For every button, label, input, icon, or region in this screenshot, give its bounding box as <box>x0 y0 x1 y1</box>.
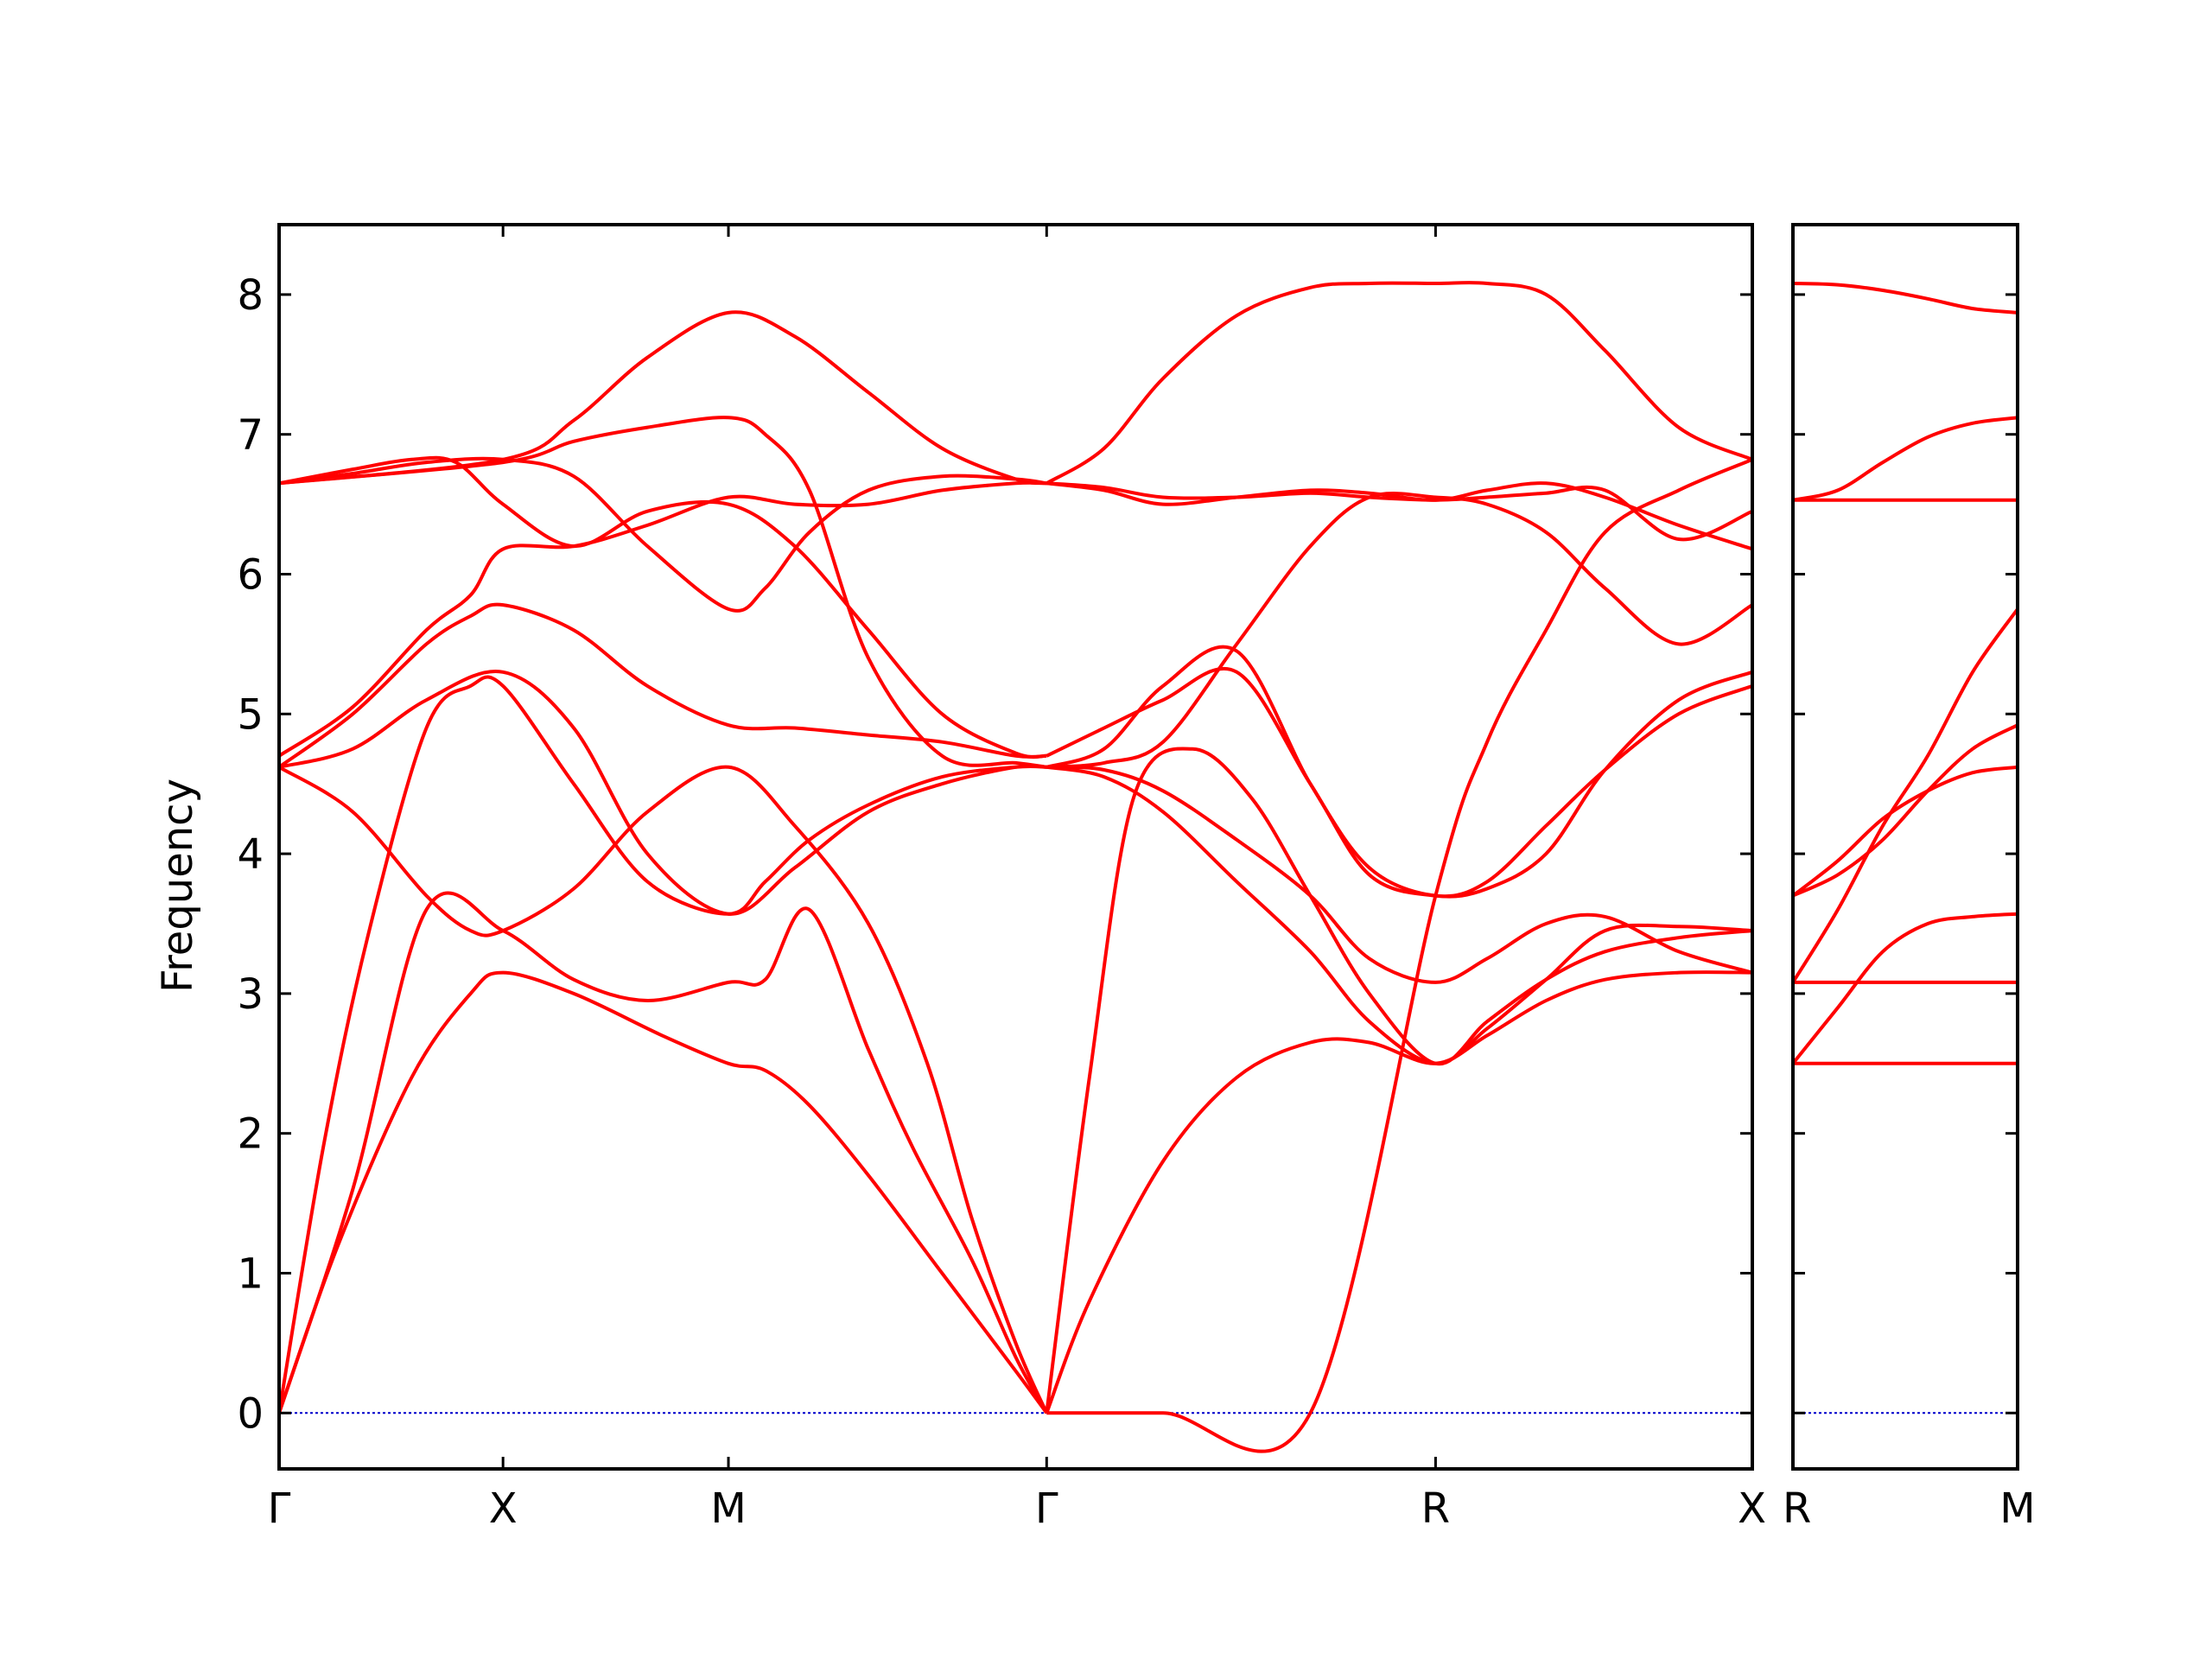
band-line <box>1046 492 1752 769</box>
y-tick-label: 5 <box>237 690 264 739</box>
x-tick-label: X <box>1738 1484 1766 1533</box>
band-line <box>279 456 1047 613</box>
x-tick-label: R <box>1783 1484 1811 1533</box>
band-line <box>279 602 1047 769</box>
band-line <box>1045 747 1752 1414</box>
band-line <box>1793 723 2018 898</box>
band-line <box>1793 282 2018 315</box>
y-axis-label: Frequency <box>154 779 202 993</box>
band-line <box>1046 481 1752 551</box>
band-line <box>279 670 1047 916</box>
band-line <box>279 455 1047 760</box>
y-tick-label: 7 <box>237 411 264 460</box>
band-line <box>279 891 1049 1414</box>
plot-frame <box>1791 223 2019 1471</box>
y-tick-label: 2 <box>237 1110 264 1159</box>
band-line <box>279 416 1047 769</box>
x-tick-label: Γ <box>1035 1484 1058 1533</box>
band-line <box>1046 481 1752 542</box>
y-tick-label: 4 <box>237 830 264 879</box>
band-line <box>1046 281 1752 486</box>
y-tick-label: 3 <box>237 970 264 1019</box>
x-tick-label: M <box>710 1484 746 1533</box>
plot-frame <box>277 223 1754 1471</box>
band-line <box>1046 765 1752 984</box>
x-tick-label: R <box>1421 1484 1450 1533</box>
main-band-panel: 0 1 2 3 4 5 6 7 8 Γ X M Γ R X <box>237 223 1766 1533</box>
band-line <box>1046 666 1752 899</box>
band-line <box>1793 765 2018 898</box>
band-line <box>1046 457 1752 1453</box>
y-tick-label: 8 <box>237 271 264 320</box>
band-line <box>1046 645 1752 899</box>
band-line <box>279 765 1049 1414</box>
y-tick-label: 6 <box>237 550 264 599</box>
band-line <box>1793 416 2018 502</box>
band-line <box>279 480 1047 758</box>
band-line <box>279 310 1047 486</box>
band-line <box>1046 765 1752 1065</box>
band-line <box>1045 970 1752 1414</box>
band-line <box>279 675 1047 1414</box>
y-tick-label: 1 <box>237 1249 264 1298</box>
x-tick-label: M <box>1999 1484 2035 1533</box>
y-tick-label: 0 <box>237 1389 264 1438</box>
band-line <box>279 970 1048 1414</box>
x-tick-label: Γ <box>268 1484 291 1533</box>
band-line <box>1793 607 2018 983</box>
band-line <box>1793 912 2018 1065</box>
x-tick-label: X <box>489 1484 518 1533</box>
